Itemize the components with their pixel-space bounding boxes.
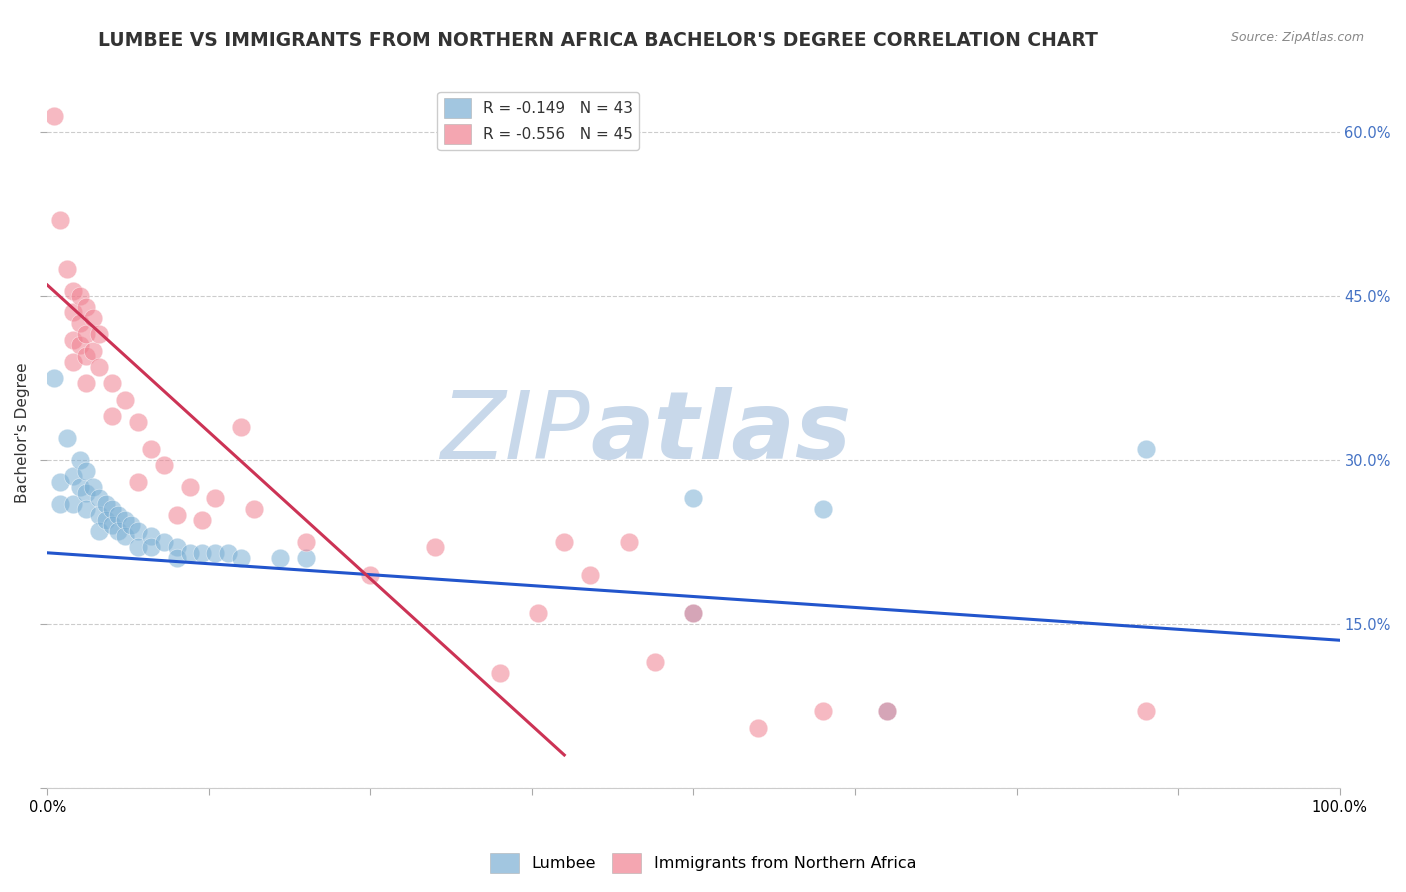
Point bbox=[49, 475, 72, 489]
Y-axis label: Bachelor's Degree: Bachelor's Degree bbox=[15, 362, 30, 503]
Point bbox=[82, 310, 104, 325]
Text: ZIP: ZIP bbox=[440, 387, 591, 478]
Point bbox=[152, 534, 174, 549]
Point bbox=[101, 376, 124, 391]
Point bbox=[75, 349, 97, 363]
Point bbox=[295, 551, 318, 566]
Point bbox=[75, 502, 97, 516]
Point bbox=[120, 518, 142, 533]
Point bbox=[75, 464, 97, 478]
Point bbox=[644, 655, 666, 669]
Point bbox=[82, 343, 104, 358]
Point bbox=[166, 551, 188, 566]
Point bbox=[75, 376, 97, 391]
Point bbox=[166, 541, 188, 555]
Text: atlas: atlas bbox=[591, 386, 852, 479]
Point bbox=[553, 534, 575, 549]
Point bbox=[42, 371, 65, 385]
Point bbox=[127, 415, 149, 429]
Point bbox=[69, 453, 91, 467]
Point bbox=[62, 497, 84, 511]
Point bbox=[139, 529, 162, 543]
Point bbox=[62, 469, 84, 483]
Text: Source: ZipAtlas.com: Source: ZipAtlas.com bbox=[1230, 31, 1364, 45]
Point bbox=[204, 491, 226, 505]
Point bbox=[243, 502, 266, 516]
Point bbox=[488, 665, 510, 680]
Point bbox=[166, 508, 188, 522]
Point bbox=[49, 497, 72, 511]
Point bbox=[69, 480, 91, 494]
Point bbox=[75, 327, 97, 342]
Point bbox=[114, 392, 136, 407]
Point bbox=[69, 289, 91, 303]
Point bbox=[1135, 704, 1157, 718]
Point bbox=[62, 305, 84, 319]
Point bbox=[55, 431, 77, 445]
Point bbox=[231, 420, 253, 434]
Point bbox=[617, 534, 640, 549]
Point bbox=[114, 529, 136, 543]
Point bbox=[107, 524, 129, 538]
Legend: Lumbee, Immigrants from Northern Africa: Lumbee, Immigrants from Northern Africa bbox=[484, 847, 922, 880]
Point bbox=[359, 567, 381, 582]
Text: LUMBEE VS IMMIGRANTS FROM NORTHERN AFRICA BACHELOR'S DEGREE CORRELATION CHART: LUMBEE VS IMMIGRANTS FROM NORTHERN AFRIC… bbox=[98, 31, 1098, 50]
Point bbox=[811, 704, 834, 718]
Point bbox=[87, 508, 110, 522]
Point bbox=[87, 491, 110, 505]
Point bbox=[127, 475, 149, 489]
Point bbox=[139, 541, 162, 555]
Point bbox=[191, 513, 214, 527]
Point bbox=[69, 316, 91, 330]
Point bbox=[579, 567, 602, 582]
Point bbox=[1135, 442, 1157, 456]
Point bbox=[152, 458, 174, 473]
Point bbox=[682, 606, 704, 620]
Point bbox=[42, 109, 65, 123]
Point bbox=[876, 704, 898, 718]
Point bbox=[49, 212, 72, 227]
Legend: R = -0.149   N = 43, R = -0.556   N = 45: R = -0.149 N = 43, R = -0.556 N = 45 bbox=[437, 92, 640, 150]
Point bbox=[62, 333, 84, 347]
Point bbox=[295, 534, 318, 549]
Point bbox=[75, 300, 97, 314]
Point bbox=[55, 261, 77, 276]
Point bbox=[62, 284, 84, 298]
Point bbox=[747, 721, 769, 735]
Point bbox=[139, 442, 162, 456]
Point bbox=[231, 551, 253, 566]
Point bbox=[69, 338, 91, 352]
Point bbox=[876, 704, 898, 718]
Point bbox=[107, 508, 129, 522]
Point bbox=[101, 518, 124, 533]
Point bbox=[94, 513, 117, 527]
Point bbox=[269, 551, 291, 566]
Point bbox=[87, 327, 110, 342]
Point bbox=[204, 546, 226, 560]
Point bbox=[101, 409, 124, 424]
Point bbox=[101, 502, 124, 516]
Point bbox=[682, 606, 704, 620]
Point bbox=[87, 359, 110, 374]
Point bbox=[423, 541, 446, 555]
Point bbox=[811, 502, 834, 516]
Point bbox=[217, 546, 239, 560]
Point bbox=[87, 524, 110, 538]
Point bbox=[75, 485, 97, 500]
Point bbox=[94, 497, 117, 511]
Point bbox=[527, 606, 550, 620]
Point bbox=[62, 354, 84, 368]
Point bbox=[127, 524, 149, 538]
Point bbox=[179, 546, 201, 560]
Point bbox=[682, 491, 704, 505]
Point bbox=[114, 513, 136, 527]
Point bbox=[82, 480, 104, 494]
Point bbox=[179, 480, 201, 494]
Point bbox=[191, 546, 214, 560]
Point bbox=[127, 541, 149, 555]
